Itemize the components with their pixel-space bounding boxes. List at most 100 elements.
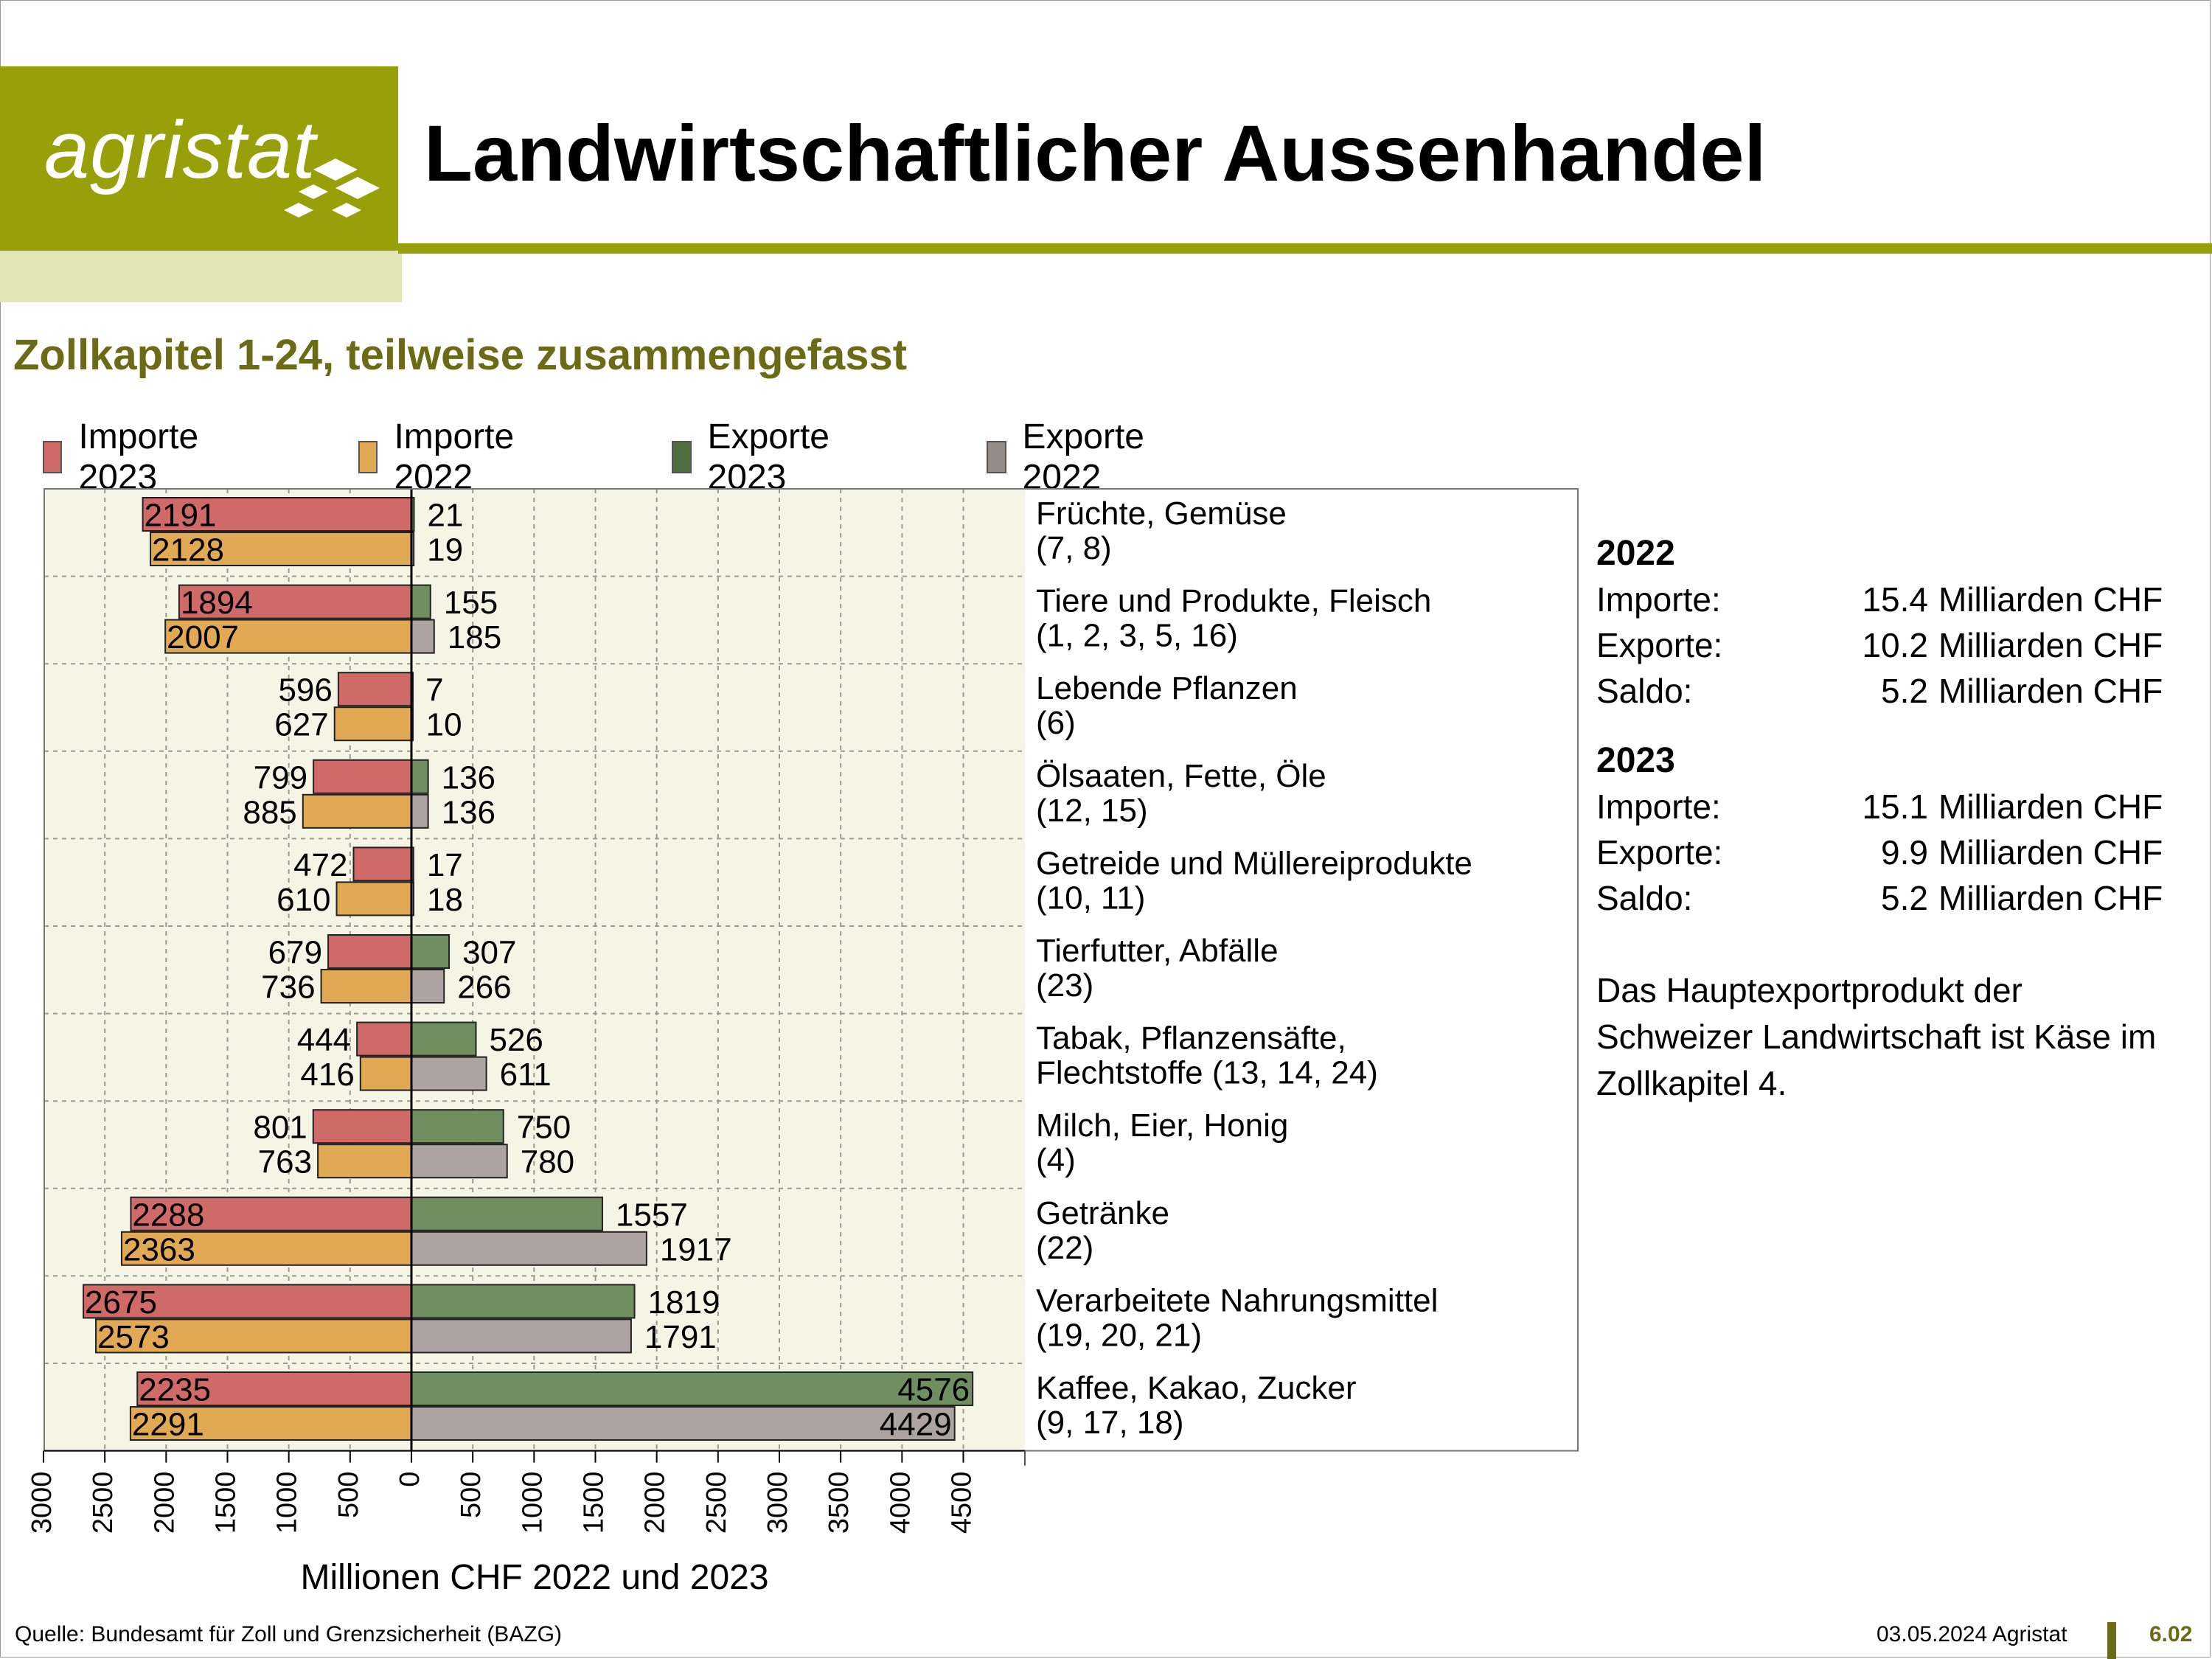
summary-value: 5.2 xyxy=(1881,879,1928,917)
bar-label-export: 7 xyxy=(425,672,443,709)
summary-key: Importe: xyxy=(1596,787,1721,826)
footer-date: 03.05.2024 Agristat xyxy=(1877,1622,2067,1646)
summary-row: Importe: 15.1 Milliarden CHF xyxy=(1596,784,2163,830)
bar-label-import: 2007 xyxy=(167,619,239,655)
summary-row: Importe: 15.4 Milliarden CHF xyxy=(1596,577,2163,622)
bar-label-import: 627 xyxy=(274,707,328,743)
category-label: Lebende Pflanzen xyxy=(1036,670,1298,706)
legend-swatch xyxy=(43,441,63,473)
export-note: Das Hauptexportprodukt der Schweizer Lan… xyxy=(1596,971,2157,1102)
x-axis-title: Millionen CHF 2022 und 2023 xyxy=(300,1558,768,1597)
x-tick-label: 4000 xyxy=(885,1472,916,1534)
legend-swatch xyxy=(358,441,378,473)
summary-year: 2022 xyxy=(1596,534,1675,573)
bar-export-2022 xyxy=(411,1056,487,1091)
bar-import-2023 xyxy=(313,759,412,794)
bar-import-2022 xyxy=(120,1231,412,1266)
bar-label-export: 1557 xyxy=(616,1197,688,1233)
bar-label-export: 17 xyxy=(427,847,463,883)
category-label: Tabak, Pflanzensäfte, xyxy=(1036,1020,1346,1057)
bar-import-2022 xyxy=(335,881,412,917)
bar-label-import: 799 xyxy=(254,759,307,796)
summary-key: Saldo: xyxy=(1596,879,1693,917)
summary-unit: Milliarden CHF xyxy=(1938,833,2163,872)
summary-row: Saldo: 5.2 Milliarden CHF xyxy=(1596,875,2163,921)
bar-label-import: 2191 xyxy=(145,498,217,534)
bar-label-import: 679 xyxy=(268,935,322,971)
category-sublabel: (4) xyxy=(1036,1142,1076,1178)
bar-export-2023 xyxy=(411,1021,477,1057)
bar-export-2022 xyxy=(411,1318,632,1354)
bar-label-export: 1791 xyxy=(644,1319,717,1355)
category-label: Milch, Eier, Honig xyxy=(1036,1107,1288,1144)
bar-label-import: 610 xyxy=(276,882,330,918)
bar-export-2022 xyxy=(411,1144,508,1179)
bar-export-2023 xyxy=(411,1109,504,1144)
bar-label-export: 4429 xyxy=(880,1407,952,1443)
x-tick-label: 1500 xyxy=(579,1472,610,1534)
bar-import-2022 xyxy=(333,706,413,742)
bar-import-2022 xyxy=(317,1144,413,1179)
bar-label-export: 19 xyxy=(427,532,463,568)
bar-export-2022 xyxy=(411,969,445,1004)
summary-key: Saldo: xyxy=(1596,672,1693,710)
summary-key: Exporte: xyxy=(1596,833,1723,872)
bar-label-import: 2288 xyxy=(132,1197,204,1233)
bar-import-2022 xyxy=(359,1056,412,1091)
page-number: 6.02 xyxy=(2149,1622,2193,1646)
bar-label-import: 416 xyxy=(300,1057,354,1093)
summary-value: 15.4 xyxy=(1862,580,1928,619)
bar-import-2022 xyxy=(150,532,412,566)
category-sublabel: (1, 2, 3, 5, 16) xyxy=(1036,618,1238,654)
bar-label-import: 2291 xyxy=(132,1407,204,1443)
bar-import-2023 xyxy=(327,934,412,969)
x-tick-label: 1000 xyxy=(517,1472,548,1534)
bar-import-2023 xyxy=(136,1371,412,1406)
summary-value: 10.2 xyxy=(1862,626,1928,664)
bar-label-export: 155 xyxy=(444,585,498,621)
category-sublabel: (22) xyxy=(1036,1230,1093,1266)
bar-import-2022 xyxy=(164,619,412,654)
x-tick-label: 500 xyxy=(333,1472,364,1518)
bar-export-2022 xyxy=(411,1406,956,1441)
bar-label-import: 1894 xyxy=(181,585,253,621)
agristat-logo: agristat xyxy=(44,105,316,195)
category-sublabel: (7, 8) xyxy=(1036,530,1112,566)
category-label: Kaffee, Kakao, Zucker xyxy=(1036,1370,1357,1406)
bar-label-export: 307 xyxy=(462,935,516,971)
bar-import-2023 xyxy=(178,584,412,619)
summary-value: 15.1 xyxy=(1862,787,1928,826)
header-rule xyxy=(398,243,2212,254)
x-tick-label: 2500 xyxy=(88,1472,119,1534)
category-sublabel: (9, 17, 18) xyxy=(1036,1405,1184,1441)
summary-row: Exporte: 10.2 Milliarden CHF xyxy=(1596,622,2163,668)
category-sublabel: Flechtstoffe (13, 14, 24) xyxy=(1036,1055,1378,1091)
source-text: Quelle: Bundesamt für Zoll und Grenzsich… xyxy=(15,1622,562,1646)
x-tick-label: 2000 xyxy=(149,1472,180,1534)
x-tick-label: 3500 xyxy=(824,1472,855,1534)
category-label: Tiere und Produkte, Fleisch xyxy=(1036,583,1431,619)
summary-unit: Milliarden CHF xyxy=(1938,626,2163,664)
legend-swatch xyxy=(987,441,1006,473)
bar-import-2022 xyxy=(302,793,413,829)
bar-label-export: 526 xyxy=(489,1022,543,1058)
bar-label-export: 136 xyxy=(442,794,495,830)
x-tick-label: 3000 xyxy=(762,1472,793,1534)
bar-label-import: 2128 xyxy=(152,532,224,568)
summary-key: Exporte: xyxy=(1596,626,1723,664)
bar-label-import: 763 xyxy=(258,1144,312,1180)
logo-diamond-icon xyxy=(284,159,380,218)
category-label: Früchte, Gemüse xyxy=(1036,495,1287,532)
bar-import-2022 xyxy=(320,969,413,1004)
summary-unit: Milliarden CHF xyxy=(1938,879,2163,917)
category-sublabel: (6) xyxy=(1036,705,1076,741)
legend-swatch xyxy=(672,441,692,473)
bar-import-2023 xyxy=(352,846,412,882)
category-sublabel: (19, 20, 21) xyxy=(1036,1317,1202,1353)
summary-2022: 2022 Importe: 15.4 Milliarden CHF Export… xyxy=(1596,531,2163,714)
summary-unit: Milliarden CHF xyxy=(1938,787,2163,826)
bar-label-import: 736 xyxy=(261,970,315,1006)
bar-label-export: 136 xyxy=(442,759,495,796)
logo-underlay xyxy=(0,251,402,302)
summary-value: 9.9 xyxy=(1881,833,1928,872)
